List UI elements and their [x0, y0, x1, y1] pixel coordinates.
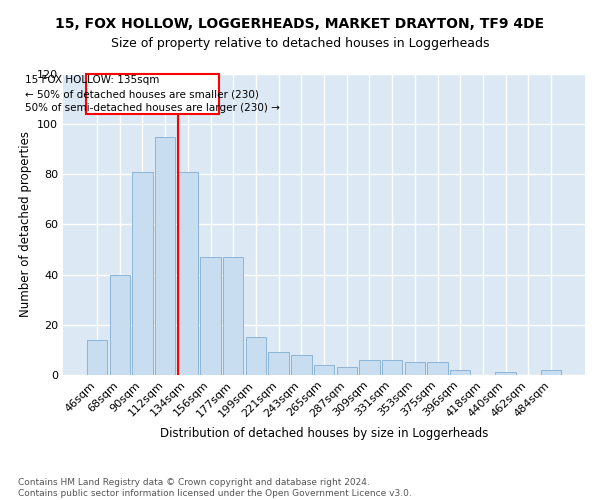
Bar: [246, 337, 266, 375]
Bar: [496, 372, 516, 375]
Bar: [404, 362, 425, 375]
Bar: [291, 355, 311, 375]
FancyBboxPatch shape: [86, 74, 218, 114]
Bar: [268, 352, 289, 375]
Bar: [359, 360, 380, 375]
Bar: [337, 368, 357, 375]
Bar: [132, 172, 152, 375]
Bar: [223, 257, 244, 375]
Bar: [110, 274, 130, 375]
Bar: [541, 370, 561, 375]
Text: 15, FOX HOLLOW, LOGGERHEADS, MARKET DRAYTON, TF9 4DE: 15, FOX HOLLOW, LOGGERHEADS, MARKET DRAY…: [55, 18, 545, 32]
Text: 15 FOX HOLLOW: 135sqm
← 50% of detached houses are smaller (230)
50% of semi-det: 15 FOX HOLLOW: 135sqm ← 50% of detached …: [25, 75, 280, 113]
Y-axis label: Number of detached properties: Number of detached properties: [19, 132, 32, 318]
Bar: [382, 360, 403, 375]
Bar: [314, 365, 334, 375]
Bar: [427, 362, 448, 375]
Bar: [178, 172, 198, 375]
Text: Size of property relative to detached houses in Loggerheads: Size of property relative to detached ho…: [111, 38, 489, 51]
Bar: [200, 257, 221, 375]
Bar: [155, 136, 175, 375]
X-axis label: Distribution of detached houses by size in Loggerheads: Distribution of detached houses by size …: [160, 427, 488, 440]
Text: Contains HM Land Registry data © Crown copyright and database right 2024.
Contai: Contains HM Land Registry data © Crown c…: [18, 478, 412, 498]
Bar: [450, 370, 470, 375]
Bar: [87, 340, 107, 375]
